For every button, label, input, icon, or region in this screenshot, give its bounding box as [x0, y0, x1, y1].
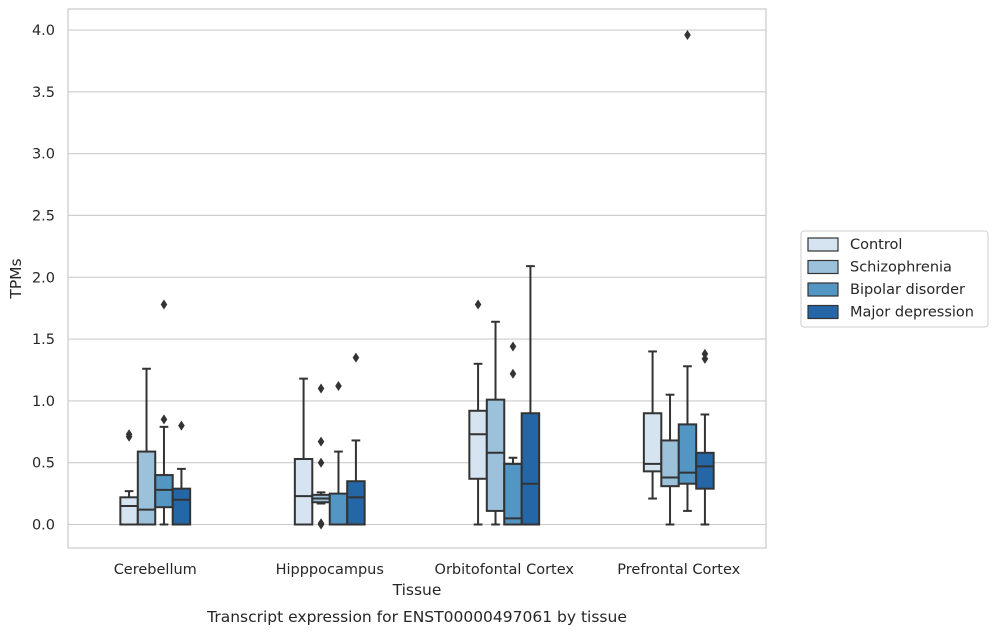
box: [311, 383, 331, 530]
outlier-marker: [317, 457, 325, 468]
box-body: [346, 480, 366, 526]
box: [154, 299, 174, 526]
outlier-marker: [317, 518, 325, 529]
legend-label: Bipolar disorder: [850, 282, 965, 298]
series-schizophrenia: [136, 320, 680, 530]
x-tick-labels: Cerebellum Hipppocampus Orbitofontal Corte…: [114, 562, 741, 578]
box-body: [293, 457, 314, 526]
box: [503, 341, 523, 526]
x-tick-label: Prefrontal Cortex: [617, 562, 740, 578]
legend-frame: [800, 230, 989, 328]
y-tick-label: 3.0: [32, 147, 55, 163]
gridlines: [68, 29, 766, 526]
outlier-marker: [317, 383, 325, 394]
y-tick-label: 4.0: [32, 23, 55, 39]
outlier-marker: [335, 381, 342, 392]
legend-swatch: [807, 237, 839, 252]
outlier-marker: [160, 299, 168, 310]
outlier-marker: [178, 420, 185, 431]
box-body: [119, 496, 139, 526]
box: [520, 265, 541, 526]
outlier-marker: [317, 436, 325, 447]
box-body: [520, 412, 541, 526]
y-tick-labels: 0.0 0.5 1.0 1.5 2.0 2.5 3.0 3.5 4.0: [32, 23, 55, 533]
box: [677, 29, 698, 512]
legend-swatch: [807, 259, 839, 275]
box: [485, 320, 506, 526]
series-major-depression: [171, 265, 715, 526]
box: [642, 350, 663, 500]
legend: Control Schizophrenia Bipolar disorder Majo…: [800, 230, 989, 328]
outlier-marker: [352, 352, 360, 363]
box-body: [660, 439, 680, 488]
x-tick-label: Cerebellum: [114, 562, 197, 578]
figure-caption: Transcript expression for ENST0000049706…: [206, 608, 627, 626]
legend-swatch: [807, 304, 839, 320]
outlier-marker: [701, 348, 709, 359]
box: [346, 352, 366, 526]
box-body: [468, 409, 488, 480]
box: [171, 420, 192, 526]
y-tick-label: 0.0: [32, 518, 55, 534]
box: [468, 299, 488, 526]
outlier-marker: [509, 368, 517, 379]
outlier-marker: [125, 429, 133, 440]
y-tick-label: 1.5: [32, 332, 55, 348]
series-control: [119, 299, 663, 526]
x-tick-label: Orbitofontal Cortex: [435, 562, 575, 578]
y-tick-label: 2.5: [32, 208, 55, 224]
box-body: [136, 450, 157, 526]
outlier-marker: [684, 29, 691, 40]
y-tick-label: 0.5: [32, 456, 55, 472]
y-tick-label: 1.0: [32, 394, 55, 410]
y-axis-label: TPMs: [7, 258, 25, 299]
box-body: [695, 451, 715, 490]
x-axis-label: Tissue: [392, 581, 442, 599]
legend-swatch: [807, 282, 839, 297]
x-tick-label: Hipppocampus: [276, 562, 384, 578]
box: [328, 381, 349, 526]
box: [293, 377, 314, 526]
box: [136, 367, 157, 526]
box-series: [119, 29, 715, 530]
legend-label: Control: [850, 237, 902, 253]
box-body: [328, 492, 349, 526]
box-body: [154, 474, 174, 509]
box-body: [503, 462, 523, 526]
box: [695, 348, 715, 526]
box: [660, 393, 680, 526]
box-body: [642, 412, 663, 473]
outlier-marker: [474, 299, 482, 310]
outlier-marker: [509, 341, 517, 352]
plot-frame: [67, 8, 767, 549]
y-tick-label: 3.5: [32, 85, 55, 101]
box-body: [677, 423, 698, 485]
legend-label: Major depression: [850, 305, 974, 321]
box-body: [171, 487, 192, 526]
box-body: [485, 398, 506, 512]
y-tick-label: 2.0: [32, 270, 55, 286]
legend-label: Schizophrenia: [850, 260, 952, 276]
box: [119, 429, 139, 526]
outlier-marker: [160, 414, 168, 425]
